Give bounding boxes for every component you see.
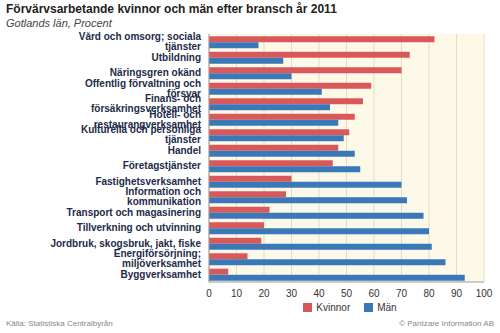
- svg-text:Handel: Handel: [168, 145, 202, 156]
- svg-text:60: 60: [368, 288, 380, 299]
- svg-text:10: 10: [231, 288, 243, 299]
- svg-text:80: 80: [423, 288, 435, 299]
- svg-text:Fastighetsverksamhet: Fastighetsverksamhet: [95, 176, 201, 187]
- svg-text:Kulturella och personligatjäns: Kulturella och personligatjänster: [81, 124, 201, 145]
- svg-text:70: 70: [396, 288, 408, 299]
- svg-text:100: 100: [476, 288, 492, 299]
- svg-text:50: 50: [341, 288, 353, 299]
- svg-text:Vård och omsorg; socialatjänst: Vård och omsorg; socialatjänster: [79, 32, 202, 52]
- svg-text:90: 90: [451, 288, 463, 299]
- svg-text:Näringsgren okänd: Näringsgren okänd: [110, 67, 201, 78]
- svg-text:20: 20: [258, 288, 270, 299]
- svg-text:Information ochkommunikation: Information ochkommunikation: [125, 186, 201, 207]
- svg-text:Jordbruk, skogsbruk, jakt, fis: Jordbruk, skogsbruk, jakt, fiske: [50, 238, 201, 249]
- svg-text:Företagstjänster: Företagstjänster: [123, 160, 201, 171]
- svg-text:Tillverkning och utvinning: Tillverkning och utvinning: [77, 222, 201, 233]
- svg-text:Byggverksamhet: Byggverksamhet: [120, 269, 201, 280]
- svg-text:Energiförsörjning;miljöverksam: Energiförsörjning;miljöverksamhet: [114, 248, 202, 269]
- svg-text:0: 0: [206, 288, 212, 299]
- svg-text:40: 40: [313, 288, 325, 299]
- svg-text:30: 30: [286, 288, 298, 299]
- svg-text:Transport och magasinering: Transport och magasinering: [67, 207, 201, 218]
- svg-text:Utbildning: Utbildning: [152, 52, 201, 63]
